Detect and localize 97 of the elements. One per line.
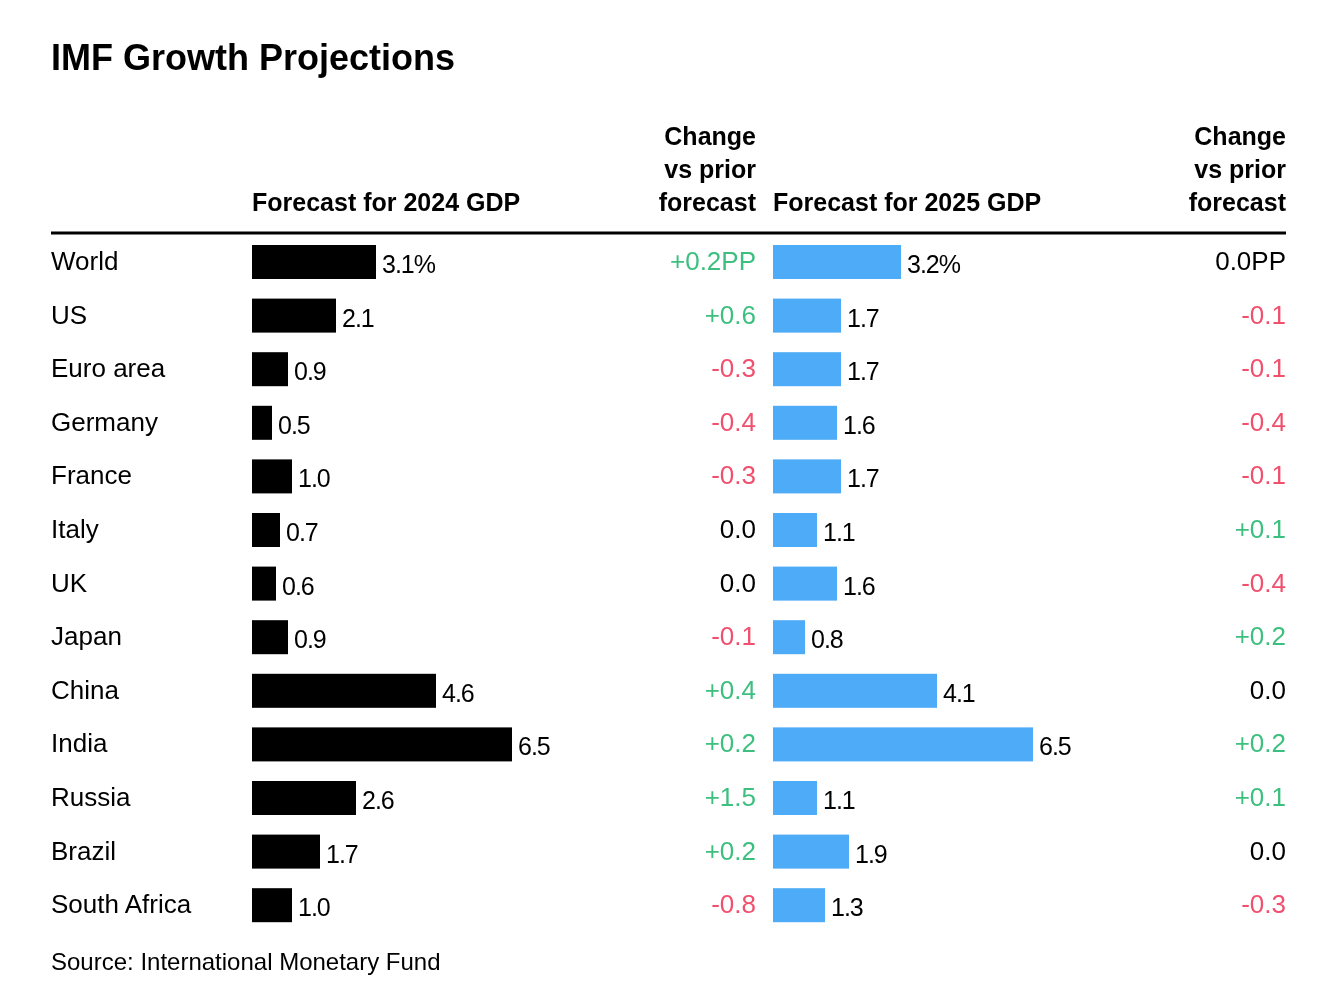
y-tick-label: Japan [51,621,122,652]
bar [252,620,288,655]
text: +1.5 [704,782,756,812]
bar [252,673,436,708]
data-label: 1.6 [843,410,875,439]
y-tick-label: US [51,299,88,330]
text: 0.0 [719,514,756,544]
text: Change vs prior forecast [658,122,757,216]
text: +0.2PP [669,246,756,276]
bar [252,352,288,387]
text: +0.2 [704,728,756,759]
bar [252,566,276,601]
bar [773,566,837,601]
text: -0.1 [711,621,756,652]
text: +0.1 [1234,514,1286,544]
data-label: 2.1 [342,303,374,332]
text: +0.1 [1234,782,1286,812]
text: 0.0 [719,567,756,598]
y-tick-label: Brazil [51,835,117,866]
text: -0.4 [1241,567,1286,598]
text: Change vs prior forecast [1188,122,1287,216]
data-label: 1.6 [843,571,875,600]
bar [252,459,292,494]
text: +0.6 [704,299,756,330]
bar [773,888,825,923]
data-label: 0.6 [282,571,314,600]
data-label: 4.1 [943,678,975,707]
bar [773,781,817,815]
x-axis-title: Forecast for 2024 GDP [252,188,521,216]
data-label: 6.5 [1039,732,1071,761]
text: -0.3 [711,460,756,491]
text: +0.2 [1234,621,1286,652]
data-label: 1.9 [855,839,887,868]
data-label: 1.3 [831,893,863,922]
text: -0.4 [711,406,756,437]
data-label: 1.7 [847,303,879,332]
text: -0.1 [1241,460,1286,491]
text: -0.1 [1241,353,1286,384]
bar [773,834,849,869]
data-label: 2.6 [362,786,394,814]
bar [252,298,336,333]
y-tick-label: World [51,246,119,276]
bar [773,673,937,708]
data-label: 4.6 [442,678,474,707]
data-label: 1.1 [823,518,855,546]
text: 0.0 [1249,674,1286,705]
bar [252,727,512,762]
bar [773,459,841,494]
x-axis-title: Forecast for 2025 GDP [773,188,1042,216]
data-label: 3.2% [907,250,961,278]
text: -0.8 [711,889,756,920]
y-tick-label: UK [51,567,88,598]
y-tick-label: Germany [51,406,158,437]
data-label: 1.7 [847,357,879,386]
data-label: 1.1 [823,786,855,814]
data-label: 1.7 [326,839,358,868]
bar [252,834,320,869]
bar [773,727,1033,762]
data-label: 0.5 [278,410,310,439]
text: +0.2 [704,835,756,866]
text: -0.3 [711,353,756,384]
data-label: 1.7 [847,464,879,493]
source-note: Source: International Monetary Fund [51,948,441,975]
text: +0.4 [704,674,756,705]
text: -0.1 [1241,299,1286,330]
text: 0.0PP [1215,246,1286,276]
y-tick-label: China [51,674,120,705]
bar [773,405,837,440]
text: +0.2 [1234,728,1286,759]
data-label: 1.0 [298,464,330,493]
data-label: 0.9 [294,357,326,386]
bar [773,352,841,387]
data-label: 0.9 [294,625,326,654]
y-tick-label: India [51,728,108,759]
text: -0.3 [1241,889,1286,920]
chart-title: IMF Growth Projections [51,37,456,78]
bar [252,888,292,923]
bar [252,781,356,815]
bar [773,245,901,279]
data-label: 0.8 [811,625,843,654]
text: -0.4 [1241,406,1286,437]
y-tick-label: Russia [51,782,132,812]
data-label: 6.5 [518,732,550,761]
y-tick-label: South Africa [51,889,192,920]
data-label: 0.7 [286,518,318,546]
y-tick-label: France [51,460,132,491]
bar [252,245,376,279]
data-label: 3.1% [382,250,436,278]
bar [252,513,280,547]
text: 0.0 [1249,835,1286,866]
bar [773,513,817,547]
bar [252,405,272,440]
y-tick-label: Euro area [51,353,166,384]
y-tick-label: Italy [51,514,99,544]
data-label: 1.0 [298,893,330,922]
bar [773,298,841,333]
bar [773,620,805,655]
